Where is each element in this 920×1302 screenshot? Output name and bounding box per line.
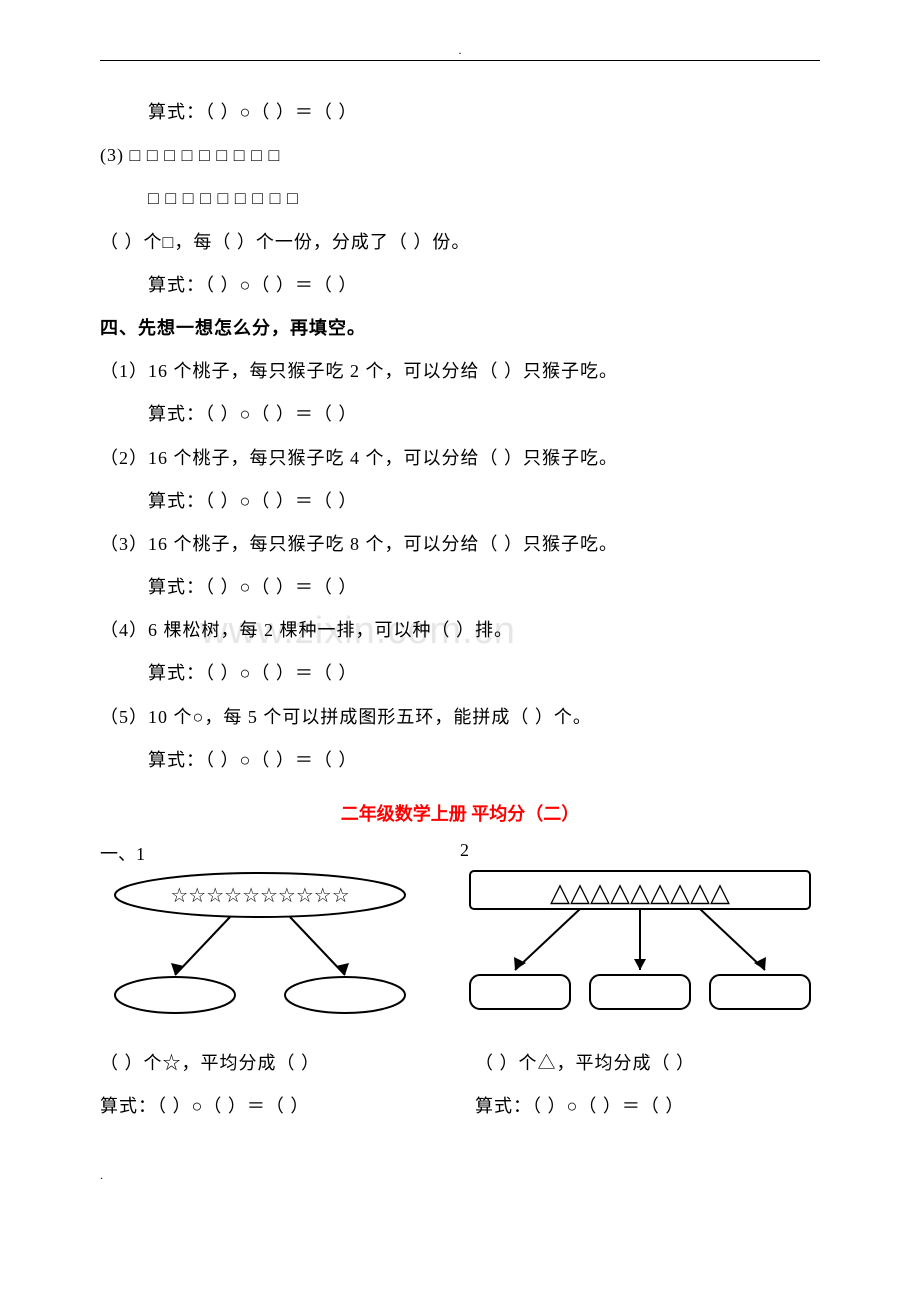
- star-row: ☆☆☆☆☆☆☆☆☆☆: [170, 885, 349, 907]
- section3-item3-label: (3) □ □ □ □ □ □ □ □ □: [100, 134, 820, 177]
- section4-item: （2）16 个桃子，每只猴子吃 4 个，可以分给（ ）只猴子吃。: [100, 437, 820, 480]
- eq-line: 算式：（ ）○（ ）＝（ ）: [100, 393, 820, 436]
- diagram-row: 一、1 ☆☆☆☆☆☆☆☆☆☆ 2 △△△△△△△△△: [100, 840, 820, 1030]
- section4-item: （4）6 棵松树，每 2 棵种一排，可以种（ ）排。: [100, 609, 820, 652]
- section3-item3-fill: （ ）个□，每（ ）个一份，分成了（ ）份。: [100, 221, 820, 264]
- section4-item: （1）16 个桃子，每只猴子吃 2 个，可以分给（ ）只猴子吃。: [100, 350, 820, 393]
- header-rule: .: [100, 60, 820, 61]
- diagram1-eq: 算式：（ ）○（ ）＝（ ）: [100, 1085, 445, 1128]
- eq-line: 算式：（ ）○（ ）＝（ ）: [100, 739, 820, 782]
- diagram1-caption: （ ）个☆，平均分成（ ）: [100, 1042, 445, 1085]
- eq-line: 算式：（ ）○（ ）＝（ ）: [100, 264, 820, 307]
- diagram-col-2: 2 △△△△△△△△△: [460, 840, 820, 1030]
- triangle-diagram: △△△△△△△△△: [460, 865, 820, 1025]
- diagram2-caption: （ ）个△，平均分成（ ）: [475, 1042, 820, 1085]
- diagram-label: 一、1: [100, 840, 430, 866]
- eq-line: 算式：（ ）○（ ）＝（ ）: [100, 566, 820, 609]
- section3-item3-row2: □ □ □ □ □ □ □ □ □: [100, 177, 820, 220]
- header-mark: .: [459, 43, 462, 58]
- diagram-label: 2: [460, 840, 820, 861]
- eq-line: 算式：（ ）○（ ）＝（ ）: [100, 652, 820, 695]
- eq-line: 算式：（ ）○（ ）＝（ ）: [100, 91, 820, 134]
- sheet2-title: 二年级数学上册 平均分（二）: [100, 800, 820, 826]
- eq-line: 算式：（ ）○（ ）＝（ ）: [100, 480, 820, 523]
- section4-item: （3）16 个桃子，每只猴子吃 8 个，可以分给（ ）只猴子吃。: [100, 523, 820, 566]
- triangle-row: △△△△△△△△△: [550, 878, 730, 907]
- section4-item: （5）10 个○，每 5 个可以拼成图形五环，能拼成（ ）个。: [100, 696, 820, 739]
- footer-mark: .: [100, 1168, 820, 1183]
- diagram-col-1: 一、1 ☆☆☆☆☆☆☆☆☆☆: [100, 840, 430, 1030]
- diagram2-eq: 算式：（ ）○（ ）＝（ ）: [475, 1085, 820, 1128]
- star-diagram: ☆☆☆☆☆☆☆☆☆☆: [100, 870, 420, 1030]
- section4-title: 四、先想一想怎么分，再填空。: [100, 307, 820, 350]
